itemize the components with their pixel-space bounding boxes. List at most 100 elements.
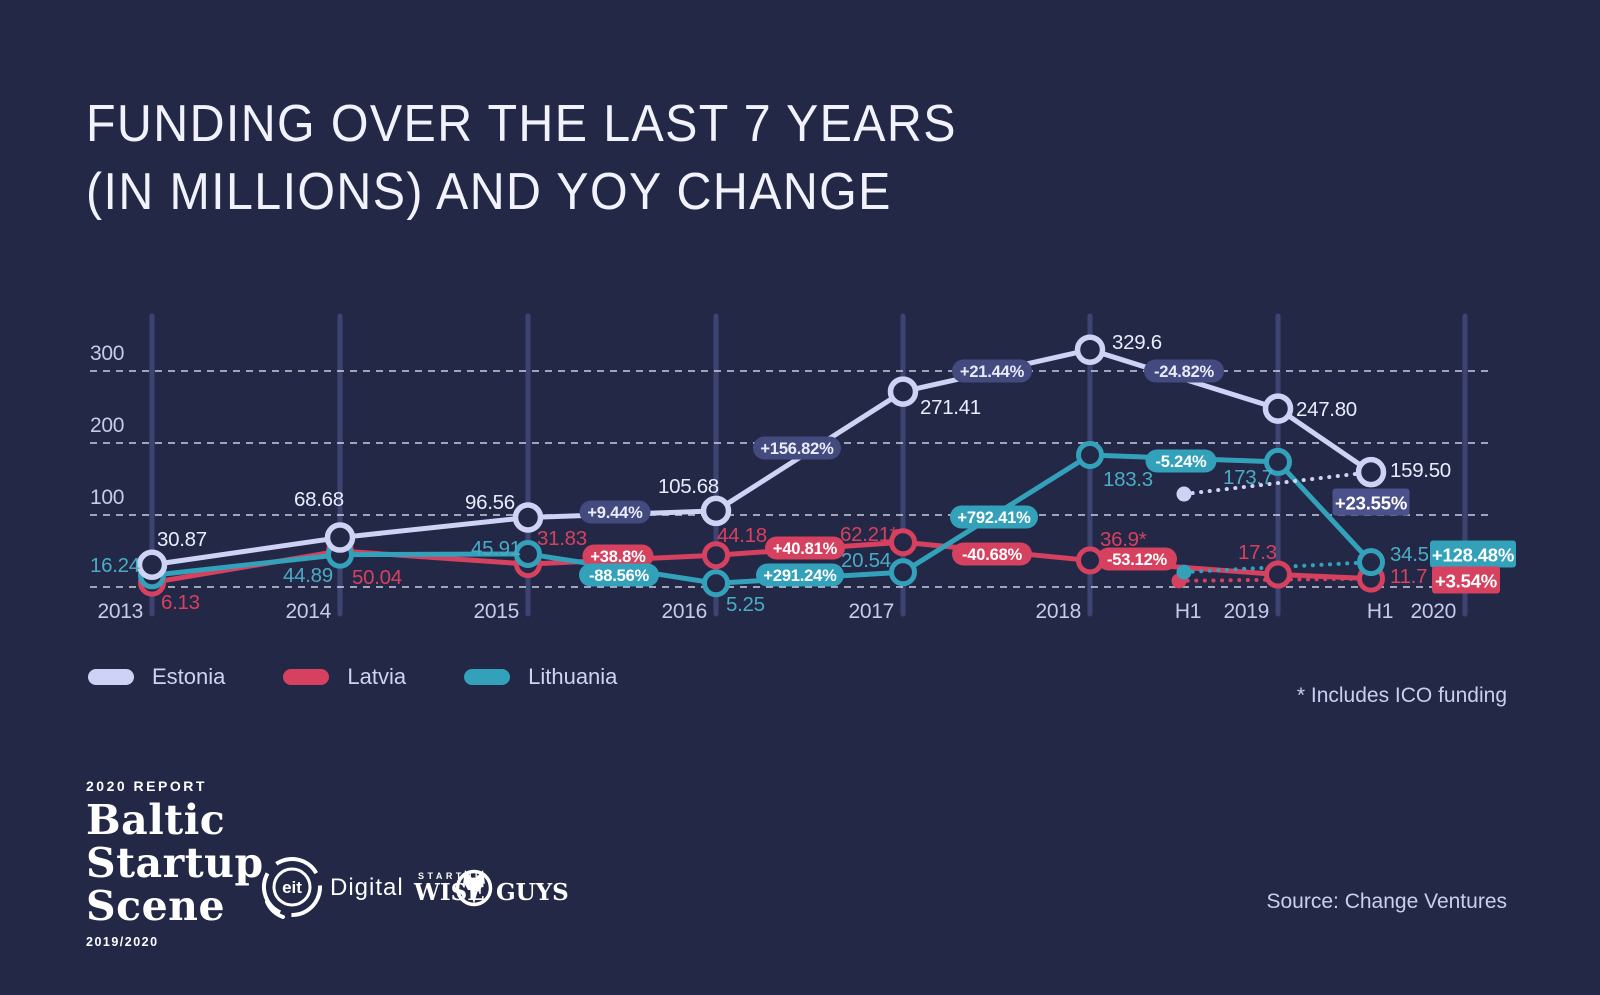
yoy-badge-label-estonia-+9.44%: +9.44% — [587, 504, 643, 522]
data-point-lithuania-2017 — [889, 558, 917, 587]
page-title: FUNDING OVER THE LAST 7 YEARS (IN MILLIO… — [86, 90, 957, 226]
data-point-latvia-2016 — [702, 541, 730, 570]
report-brand-block: 2020 REPORT Baltic Startup Scene 2019/20… — [86, 778, 264, 949]
value-label-lithuania-2019: 173.7 — [1223, 466, 1273, 489]
data-point-estonia-2015 — [512, 502, 544, 533]
ico-funding-footnote: * Includes ICO funding — [1296, 684, 1507, 707]
yoy-badge-estonia-+21.44% — [952, 359, 1032, 383]
value-label-estonia-2016: 105.68 — [658, 475, 719, 498]
yoy-badge-estonia-+9.44% — [579, 500, 651, 524]
data-point-latvia-2018 — [1076, 546, 1104, 575]
xtick-label-h1-2: H1 — [1367, 600, 1393, 623]
value-label-estonia-2015: 96.56 — [465, 491, 515, 514]
value-label-lithuania-2018: 183.3 — [1103, 468, 1153, 491]
data-point-estonia-H1-2020 — [1355, 456, 1387, 488]
h1-2019-dot-lithuania — [1176, 564, 1192, 580]
yoy-badge-label-latvia-+38.8%: +38.8% — [590, 548, 646, 566]
brand-line-baltic: Baltic — [86, 796, 226, 844]
value-label-lithuania-2013: 16.24 — [90, 554, 140, 577]
ytick-label-300: 300 — [90, 342, 124, 365]
data-point-lithuania-2015 — [514, 539, 542, 568]
yoy-badge-lithuania-+291.24% — [756, 563, 844, 587]
xtick-label-2014: 2014 — [285, 600, 331, 623]
yoy-badge-label-estonia-+156.82%: +156.82% — [760, 440, 834, 458]
value-label-lithuania-2014: 44.89 — [283, 564, 333, 587]
data-point-lithuania-2016 — [702, 569, 730, 598]
value-label-latvia-2015: 31.83 — [537, 527, 587, 550]
h1-2019-dot-estonia — [1176, 486, 1192, 502]
value-label-lithuania-2015: 45.91 — [471, 537, 521, 560]
value-label-latvia-2019: 17.3 — [1238, 541, 1277, 564]
data-point-lithuania-H1-2020 — [1357, 548, 1385, 577]
legend-item-latvia: Latvia — [283, 664, 406, 690]
legend-label-estonia: Estonia — [152, 664, 226, 689]
report-year-label: 2020 REPORT — [86, 778, 207, 794]
h1-change-badge-label-estonia: +23.55% — [1335, 493, 1407, 514]
yoy-badge-label-latvia-+40.81%: +40.81% — [773, 540, 838, 558]
yoy-badge-lithuania--5.24% — [1145, 449, 1217, 473]
yoy-badge-lithuania-+792.41% — [950, 505, 1038, 529]
xtick-label-2013: 2013 — [97, 600, 143, 623]
h1-change-badge-label-lithuania: +128.48% — [1432, 545, 1514, 566]
data-point-estonia-2013 — [136, 549, 168, 581]
page-title-line1: FUNDING OVER THE LAST 7 YEARS — [86, 95, 957, 153]
value-label-estonia-2017: 271.41 — [920, 396, 981, 419]
h1-dotted-line-estonia — [1182, 470, 1373, 497]
data-point-latvia-2017 — [889, 528, 917, 557]
legend: Estonia Latvia Lithuania — [88, 664, 617, 690]
data-point-estonia-2014 — [324, 522, 356, 553]
xtick-label-h1-1: H1 — [1175, 600, 1201, 623]
value-label-lithuania-2017: 20.54 — [841, 549, 891, 572]
yoy-badge-latvia--40.68% — [952, 542, 1032, 566]
legend-item-lithuania: Lithuania — [464, 664, 617, 690]
page-title-line2: (IN MILLIONS) AND YOY CHANGE — [86, 163, 892, 221]
xtick-label-2015: 2015 — [473, 600, 519, 623]
value-label-estonia-2018: 329.6 — [1112, 331, 1162, 354]
wolf-head-icon — [455, 869, 493, 907]
wsg-startup-label: STARTUP — [418, 871, 484, 881]
eit-digital-logo: eit Digital — [262, 857, 403, 919]
h1-change-badge-lithuania — [1430, 540, 1516, 568]
yoy-badge-label-lithuania--88.56%: -88.56% — [589, 567, 650, 585]
brand-wordmark: Baltic Startup Scene — [86, 799, 264, 928]
eit-logo-swoosh-icon — [265, 900, 285, 919]
h1-change-badge-latvia — [1432, 566, 1500, 594]
yoy-badge-latvia-+40.81% — [765, 536, 845, 560]
yoy-badge-label-estonia-+21.44%: +21.44% — [960, 363, 1025, 381]
latvia-swatch-icon — [283, 669, 330, 685]
brand-line-scene: Scene — [86, 882, 226, 930]
yoy-badge-label-latvia--40.68%: -40.68% — [962, 546, 1023, 564]
yoy-badge-estonia--24.82% — [1144, 359, 1224, 383]
yoy-badge-label-lithuania-+291.24%: +291.24% — [763, 567, 837, 585]
xtick-label-2020: 2020 — [1410, 600, 1456, 623]
legend-label-latvia: Latvia — [347, 664, 407, 689]
lithuania-swatch-icon — [464, 669, 511, 685]
ytick-label-200: 200 — [90, 414, 124, 437]
data-point-lithuania-2018 — [1076, 441, 1104, 470]
value-label-estonia-H1-2020: 159.50 — [1390, 459, 1451, 482]
yoy-badge-lithuania--88.56% — [579, 563, 659, 587]
value-label-latvia-2013: 6.13 — [161, 591, 200, 614]
ytick-label-100: 100 — [90, 486, 124, 509]
value-label-latvia-2016: 44.18 — [717, 524, 767, 547]
legend-label-lithuania: Lithuania — [528, 664, 618, 689]
eit-logo-text: eit — [282, 878, 302, 897]
xtick-label-2017: 2017 — [848, 600, 894, 623]
eit-logo-inner-circle-icon — [272, 867, 312, 907]
h1-change-badge-label-latvia: +3.54% — [1435, 571, 1497, 592]
startup-wise-guys-logo: STARTUP WISE GUYS — [413, 869, 569, 907]
yoy-badge-latvia--53.12% — [1097, 547, 1177, 571]
value-label-estonia-2014: 68.68 — [294, 488, 344, 511]
wsg-guys-label: GUYS — [496, 879, 569, 906]
brand-line-startup: Startup — [86, 839, 264, 887]
edition-label: 2019/2020 — [86, 935, 159, 949]
data-point-estonia-2018 — [1074, 334, 1106, 365]
value-label-estonia-2019: 247.80 — [1296, 398, 1357, 421]
h1-change-badge-estonia — [1332, 488, 1410, 516]
data-point-estonia-2017 — [887, 376, 919, 407]
yoy-badge-latvia-+38.8% — [582, 544, 654, 568]
xtick-label-2016: 2016 — [661, 600, 707, 623]
yoy-badge-label-estonia--24.82%: -24.82% — [1154, 363, 1215, 381]
